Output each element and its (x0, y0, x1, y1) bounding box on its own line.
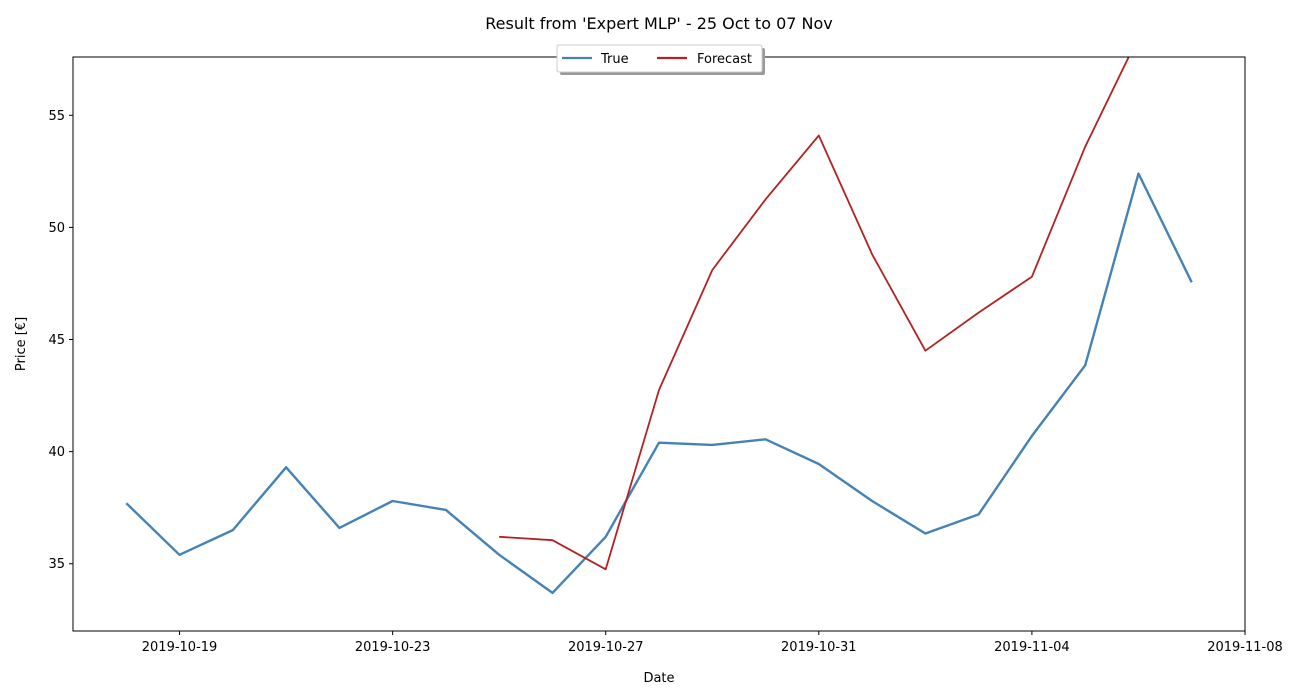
legend-label-forecast: Forecast (697, 52, 752, 67)
y-tick-label: 45 (48, 333, 65, 348)
x-tick-label: 2019-10-19 (142, 640, 218, 655)
chart-title: Result from 'Expert MLP' - 25 Oct to 07 … (485, 14, 832, 33)
series-line-true (125, 172, 1193, 595)
y-tick-label: 35 (48, 557, 65, 572)
series-layer (125, 57, 1193, 595)
x-axis: 2019-10-19 2019-10-23 2019-10-27 2019-10-31… (142, 631, 1283, 655)
legend-label-true: True (600, 52, 629, 67)
x-axis-label: Date (643, 671, 674, 686)
x-tick-label: 2019-11-08 (1207, 640, 1283, 655)
y-tick-label: 40 (48, 445, 65, 460)
x-tick-label: 2019-10-31 (781, 640, 857, 655)
plot-frame (72, 56, 1246, 632)
y-axis: 35 40 45 50 55 (48, 109, 73, 572)
series-line-forecast (499, 57, 1130, 571)
y-tick-label: 55 (48, 109, 65, 124)
y-tick-label: 50 (48, 221, 65, 236)
x-tick-label: 2019-10-27 (568, 640, 644, 655)
legend: True Forecast (556, 44, 765, 75)
y-axis-label: Price [€] (14, 317, 29, 371)
x-tick-label: 2019-10-23 (355, 640, 431, 655)
x-tick-label: 2019-11-04 (994, 640, 1070, 655)
